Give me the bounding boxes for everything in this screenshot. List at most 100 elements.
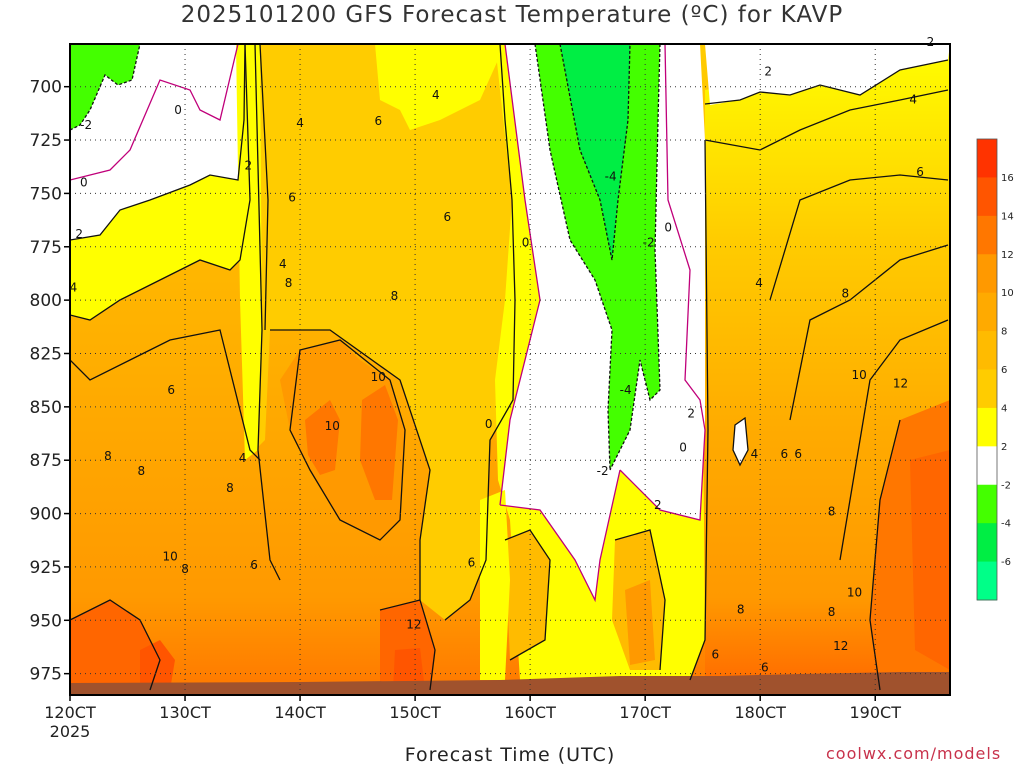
colorbar-swatch	[977, 254, 997, 294]
y-tick-label: 875	[30, 451, 62, 471]
y-tick-label: 775	[30, 238, 62, 258]
contour-label: 6	[374, 114, 382, 128]
field-lower-trough-deep	[625, 580, 655, 665]
contour-label: 12	[406, 618, 421, 632]
contour-label: 8	[828, 504, 836, 518]
colorbar-label: 16	[1001, 173, 1014, 184]
contour-label: 6	[250, 558, 258, 572]
field-right-pocket	[733, 418, 748, 465]
contour-label: 6	[468, 556, 476, 570]
colorbar-swatch	[977, 177, 997, 217]
contour-label: 10	[162, 549, 177, 563]
colorbar-swatch	[977, 523, 997, 563]
field-left-surface-core	[70, 600, 160, 690]
contour-label: 0	[664, 221, 672, 235]
colorbar-label: 6	[1001, 365, 1007, 376]
contour-label: 6	[794, 447, 802, 461]
contour-label: -4	[620, 383, 632, 397]
field-right-white	[705, 44, 950, 105]
colorbar-label: -4	[1001, 519, 1011, 530]
source-credit[interactable]: coolwx.com/models	[826, 744, 1002, 763]
isotherm-2-left	[70, 44, 246, 241]
field-upper-left-green	[70, 44, 140, 130]
contour-label: 8	[391, 289, 399, 303]
isotherm-10-right	[839, 319, 949, 561]
isotherm-4-right	[704, 89, 949, 151]
x-tick-label: 170CT	[619, 703, 671, 722]
contour-label: 10	[371, 370, 386, 384]
contour-label: 6	[781, 447, 789, 461]
contour-label: 6	[761, 660, 769, 674]
contour-label: 4	[70, 280, 78, 294]
isotherm-6-central	[254, 44, 281, 581]
field-left-surface-core2	[140, 640, 175, 690]
x-tick-label: 160CT	[504, 703, 556, 722]
contour-label: 6	[712, 647, 720, 661]
contour-label: 2	[75, 227, 83, 241]
y-tick-label: 975	[30, 665, 62, 685]
field-yellow-finger-1	[236, 44, 262, 460]
temperature-field	[70, 44, 950, 695]
contour-label: 6	[288, 191, 296, 205]
contour-label: 4	[279, 257, 287, 271]
contour-label: 0	[679, 440, 687, 454]
isotherm-6-left	[70, 329, 261, 461]
x-tick-label: 190CT	[849, 703, 901, 722]
contour-label: 6	[443, 210, 451, 224]
isotherm-0-left	[70, 44, 239, 181]
y-tick-label: 750	[30, 184, 62, 204]
contour-label: 2	[764, 65, 772, 79]
colorbar-swatch	[977, 331, 997, 370]
x-year-label: 2025	[50, 722, 91, 741]
colorbar-frame	[976, 138, 998, 601]
contour-label: 2	[927, 35, 935, 49]
contour-label: 4	[909, 92, 917, 106]
colorbar-label: 14	[1001, 211, 1014, 222]
isotherm-2-right	[704, 59, 949, 105]
colorbar-swatch	[977, 561, 997, 601]
field-lower-trough-orange	[505, 530, 550, 660]
contour-label: 8	[104, 449, 112, 463]
contour-label: 0	[174, 103, 182, 117]
isotherm-2-pocket	[732, 416, 749, 467]
contour-label: 0	[522, 236, 530, 250]
field-orange-core-inner	[305, 400, 340, 475]
colorbar-swatch	[977, 139, 997, 178]
contour-label: 6	[167, 383, 175, 397]
y-tick-label: 825	[30, 344, 62, 364]
colorbar-label: 2	[1001, 442, 1007, 453]
contour-label: 6	[916, 165, 924, 179]
colorbar-swatch	[977, 369, 997, 409]
contour-label: 4	[296, 116, 304, 130]
chart-title: 2025101200 GFS Forecast Temperature (ºC)…	[180, 2, 844, 28]
field-right-deepest	[910, 450, 950, 670]
y-tick-label: 950	[30, 611, 62, 631]
contour-label: 8	[285, 276, 293, 290]
contour-label: 4	[239, 451, 247, 465]
field-upper-left-white	[70, 44, 245, 240]
colorbar-swatch	[977, 446, 997, 486]
contour-label: 0	[485, 417, 493, 431]
contour-label: 2	[687, 406, 695, 420]
contour-label: -2	[643, 236, 655, 250]
x-tick-label: 150CT	[389, 703, 441, 722]
y-tick-label: 850	[30, 398, 62, 418]
y-axis: 700 725 750 775 800 825 850 875 900 925 950 975	[30, 78, 70, 685]
isotherm-lower-trough-2	[614, 529, 666, 671]
field-yellow-finger-2	[480, 490, 510, 680]
isotherm-10-central	[289, 339, 406, 541]
x-axis-title: Forecast Time (UTC)	[404, 744, 616, 766]
contour-label: 4	[751, 447, 759, 461]
contour-label: 2	[654, 498, 662, 512]
ground-band	[70, 672, 950, 695]
isotherm-6-right	[769, 174, 949, 301]
contour-label: 8	[841, 287, 849, 301]
isotherm-neg2-trough	[534, 44, 613, 471]
isotherm-lower-trough	[504, 529, 551, 661]
gridlines	[70, 44, 950, 695]
field-trough-green	[535, 44, 660, 470]
contour-label: 4	[755, 276, 763, 290]
contour-label: 8	[737, 603, 745, 617]
isotherm-surface-mid	[379, 599, 436, 691]
